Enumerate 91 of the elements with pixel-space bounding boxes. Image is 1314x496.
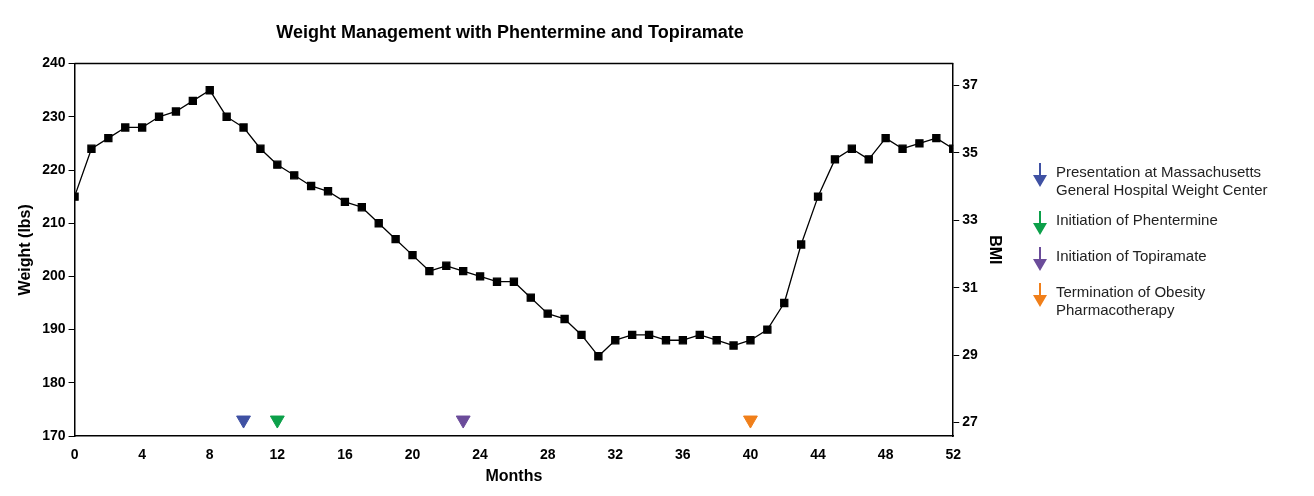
y-tick-label: 190 xyxy=(42,320,66,337)
x-tick-label: 12 xyxy=(269,446,286,463)
point xyxy=(236,415,251,429)
point xyxy=(171,107,181,116)
point xyxy=(425,266,434,276)
point xyxy=(509,277,519,286)
point xyxy=(188,96,198,106)
point xyxy=(306,181,316,191)
point xyxy=(323,187,333,196)
x-tick-label: 32 xyxy=(607,446,624,463)
legend-label: Initiation of Phentermine xyxy=(1056,211,1218,229)
point xyxy=(881,133,890,143)
point xyxy=(915,139,924,148)
point xyxy=(743,415,758,429)
x-tick-label: 4 xyxy=(138,446,147,463)
point xyxy=(763,325,772,334)
point xyxy=(695,330,704,340)
point xyxy=(340,197,350,207)
point xyxy=(627,330,637,340)
y2-tick-label: 33 xyxy=(962,211,979,228)
point xyxy=(269,415,285,429)
x-tick-label: 52 xyxy=(945,446,962,463)
y2-tick-label: 35 xyxy=(962,143,979,160)
point xyxy=(121,123,130,132)
x-tick-label: 8 xyxy=(205,446,214,463)
point xyxy=(357,203,366,212)
y-tick-label: 220 xyxy=(42,160,66,177)
y-tick-label: 170 xyxy=(42,426,66,443)
point xyxy=(611,336,620,345)
x-tick-label: 28 xyxy=(539,446,556,463)
point xyxy=(577,330,586,340)
x-tick-label: 20 xyxy=(404,446,421,463)
point xyxy=(746,336,755,345)
point xyxy=(154,112,164,121)
y-tick-label: 180 xyxy=(42,373,66,390)
y2-tick-label: 29 xyxy=(962,345,979,362)
point xyxy=(137,123,147,132)
point xyxy=(459,266,468,276)
point xyxy=(864,155,873,164)
x-tick-label: 36 xyxy=(675,446,691,463)
y2-axis-title: BMI xyxy=(986,235,1004,265)
x-tick-label: 16 xyxy=(337,446,353,463)
point xyxy=(796,240,806,249)
x-tick-label: 48 xyxy=(877,446,894,463)
point xyxy=(560,314,569,324)
legend-label: Presentation at Massachusetts General Hospital Weight Center xyxy=(1056,163,1269,199)
point xyxy=(442,261,451,270)
y-tick-label: 200 xyxy=(42,267,66,284)
point xyxy=(408,250,417,260)
point xyxy=(455,415,471,429)
x-tick-label: 24 xyxy=(472,446,489,463)
point xyxy=(104,133,113,143)
point xyxy=(678,336,688,345)
point xyxy=(374,219,383,228)
y-axis-title: Weight (lbs) xyxy=(16,204,34,296)
point xyxy=(222,112,231,121)
point xyxy=(273,160,282,169)
y2-tick-label: 37 xyxy=(962,76,979,93)
point xyxy=(256,144,265,153)
point xyxy=(830,155,840,164)
point xyxy=(239,123,248,132)
legend-label: Termination of Obesity Pharmacotherapy xyxy=(1056,283,1207,319)
point xyxy=(780,298,789,308)
y-tick-label: 230 xyxy=(42,107,66,124)
point xyxy=(644,330,654,340)
point xyxy=(712,336,721,345)
y2-tick-label: 27 xyxy=(962,413,979,430)
point xyxy=(492,277,502,286)
point xyxy=(813,192,823,201)
x-axis-title: Months xyxy=(485,466,543,484)
point xyxy=(391,234,400,244)
point xyxy=(898,144,907,153)
y-tick-label: 240 xyxy=(42,54,66,71)
point xyxy=(87,144,96,153)
x-tick-label: 40 xyxy=(742,446,759,463)
chart-title: Weight Management with Phentermine and Topiramate xyxy=(276,21,744,42)
point xyxy=(205,86,214,95)
point xyxy=(543,309,552,318)
x-tick-label: 44 xyxy=(810,446,827,463)
point xyxy=(661,336,671,345)
point xyxy=(594,352,603,361)
y2-tick-label: 31 xyxy=(962,278,979,295)
point xyxy=(932,133,941,143)
legend-label: Initiation of Topiramate xyxy=(1056,247,1207,265)
x-tick-label: 0 xyxy=(70,446,79,463)
point xyxy=(847,144,857,153)
point xyxy=(475,272,485,281)
point xyxy=(290,171,299,180)
point xyxy=(526,293,535,302)
y-tick-label: 210 xyxy=(42,214,66,231)
point xyxy=(729,341,738,350)
